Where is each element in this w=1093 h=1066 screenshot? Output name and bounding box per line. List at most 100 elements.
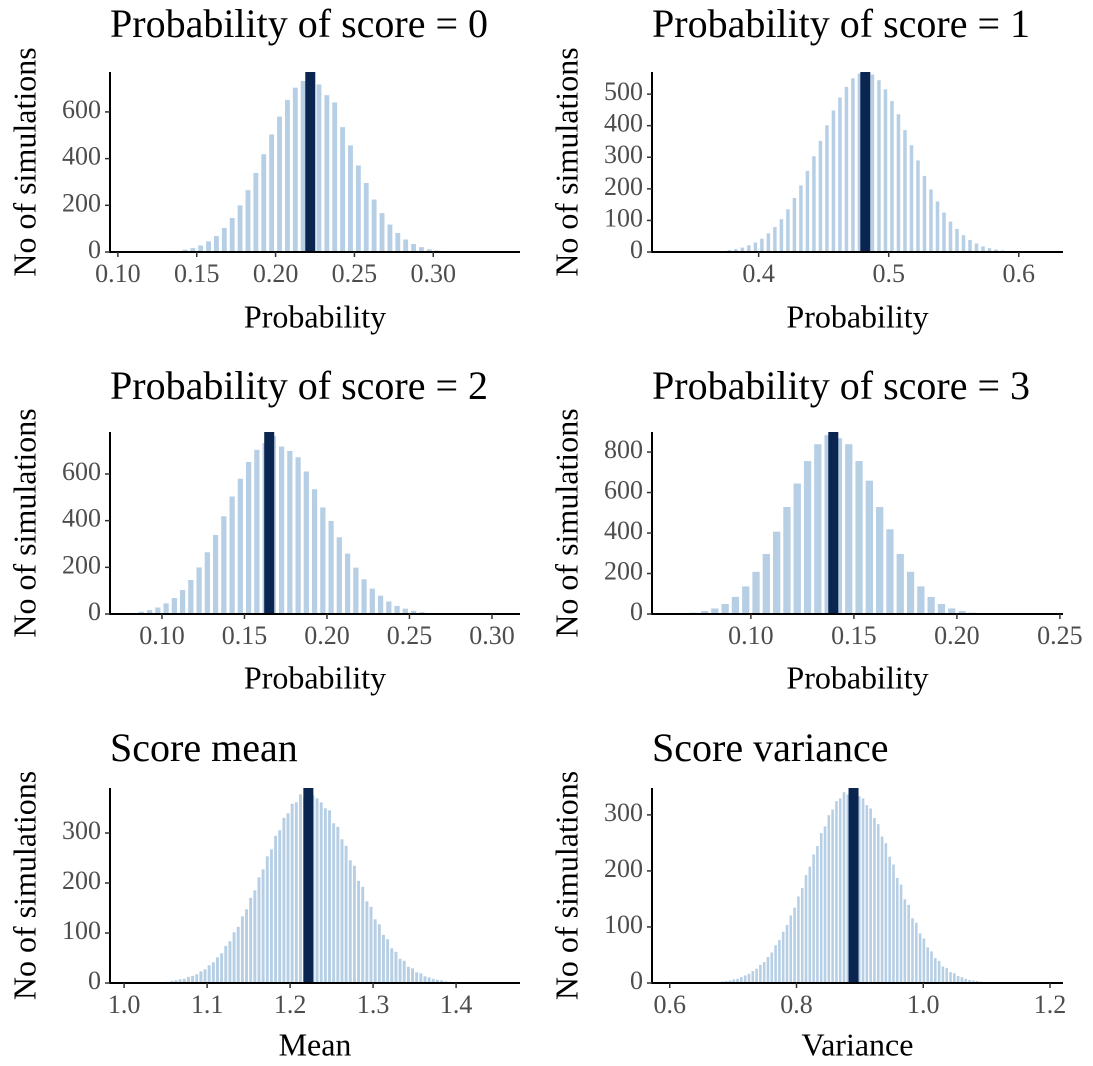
bar bbox=[339, 126, 346, 253]
y-tick-label: 0 bbox=[88, 597, 101, 626]
bar bbox=[331, 101, 338, 253]
bar bbox=[902, 898, 907, 984]
bar bbox=[227, 940, 233, 984]
bar bbox=[232, 931, 237, 984]
y-tick-label: 600 bbox=[62, 95, 101, 124]
bar bbox=[389, 947, 394, 984]
x-axis-label: Probability bbox=[244, 298, 386, 334]
y-tick-label: 800 bbox=[604, 435, 643, 464]
bar bbox=[364, 900, 369, 984]
x-axis-label: Probability bbox=[786, 298, 928, 334]
bar bbox=[868, 807, 873, 984]
bar bbox=[762, 553, 771, 615]
x-tick-label: 0.10 bbox=[95, 259, 141, 288]
bar bbox=[237, 204, 244, 253]
x-tick-label: 0.6 bbox=[653, 990, 686, 1019]
bar bbox=[220, 515, 228, 615]
x-tick-label: 0.15 bbox=[831, 621, 877, 650]
x-tick-label: 0.8 bbox=[780, 990, 813, 1019]
bar bbox=[276, 116, 283, 253]
bar bbox=[393, 951, 398, 984]
y-tick-label: 200 bbox=[62, 188, 101, 217]
bar bbox=[870, 73, 875, 253]
x-axis-label: Variance bbox=[802, 1026, 914, 1062]
bar bbox=[815, 845, 820, 984]
bar bbox=[909, 144, 914, 253]
bar bbox=[751, 571, 761, 615]
x-tick-label: 0.4 bbox=[742, 259, 775, 288]
bar bbox=[368, 906, 374, 984]
bar bbox=[914, 922, 919, 984]
bar bbox=[805, 170, 810, 253]
y-tick-label: 300 bbox=[604, 798, 643, 827]
y-tick-label: 0 bbox=[88, 966, 101, 995]
bar bbox=[952, 972, 957, 984]
bar bbox=[410, 967, 415, 984]
bar bbox=[377, 595, 384, 615]
x-tick-label: 1.2 bbox=[1034, 990, 1067, 1019]
panel-title: Probability of score = 1 bbox=[652, 1, 1030, 46]
bar bbox=[179, 589, 186, 615]
bar bbox=[826, 814, 831, 984]
bar bbox=[336, 536, 343, 615]
y-tick-label: 300 bbox=[62, 816, 101, 845]
bar bbox=[252, 172, 259, 253]
bar bbox=[746, 244, 752, 253]
x-tick-label: 0.20 bbox=[934, 621, 980, 650]
bar bbox=[811, 853, 816, 984]
bar bbox=[240, 915, 245, 984]
bar bbox=[926, 596, 936, 615]
panel-title: Score mean bbox=[110, 725, 298, 770]
bar bbox=[902, 129, 908, 253]
y-tick-label: 0 bbox=[630, 966, 643, 995]
bar bbox=[290, 803, 295, 984]
bar bbox=[813, 443, 823, 615]
bar bbox=[190, 975, 195, 984]
reference-line bbox=[860, 72, 871, 252]
bar bbox=[339, 838, 345, 984]
bar bbox=[373, 918, 378, 984]
bar bbox=[352, 865, 357, 984]
bar bbox=[925, 946, 930, 984]
bar bbox=[876, 79, 882, 253]
bar bbox=[378, 212, 386, 253]
bar bbox=[292, 87, 299, 253]
bar bbox=[377, 923, 382, 984]
reference-line bbox=[303, 788, 314, 983]
bar bbox=[197, 244, 204, 253]
reference-line bbox=[828, 432, 839, 614]
y-tick-label: 500 bbox=[604, 77, 643, 106]
y-tick-label: 400 bbox=[604, 516, 643, 545]
bar bbox=[285, 812, 291, 984]
bar bbox=[371, 198, 378, 253]
bar bbox=[741, 585, 750, 615]
x-axis-label: Mean bbox=[279, 1026, 352, 1062]
bar bbox=[798, 184, 804, 253]
bar bbox=[315, 83, 322, 253]
y-axis-label: No of simulations bbox=[548, 771, 584, 1000]
bar bbox=[861, 797, 865, 984]
y-axis-label: No of simulations bbox=[548, 408, 584, 637]
bar bbox=[344, 845, 349, 984]
bar bbox=[298, 793, 303, 984]
bar bbox=[928, 188, 934, 253]
y-axis-label: No of simulations bbox=[6, 47, 42, 276]
bar bbox=[824, 124, 830, 253]
y-tick-label: 200 bbox=[604, 556, 643, 585]
bar bbox=[937, 603, 946, 615]
bar bbox=[171, 597, 178, 615]
bar bbox=[385, 600, 393, 615]
bar bbox=[889, 100, 895, 253]
bar bbox=[256, 876, 262, 984]
bar bbox=[385, 938, 390, 984]
bar bbox=[910, 917, 915, 984]
bar bbox=[753, 241, 758, 253]
y-tick-label: 300 bbox=[604, 140, 643, 169]
y-axis-label: No of simulations bbox=[6, 408, 42, 637]
y-axis-label: No of simulations bbox=[6, 771, 42, 1000]
x-tick-label: 1.2 bbox=[274, 990, 307, 1019]
bar bbox=[758, 964, 763, 984]
bar bbox=[885, 528, 895, 615]
y-tick-label: 0 bbox=[88, 235, 101, 264]
